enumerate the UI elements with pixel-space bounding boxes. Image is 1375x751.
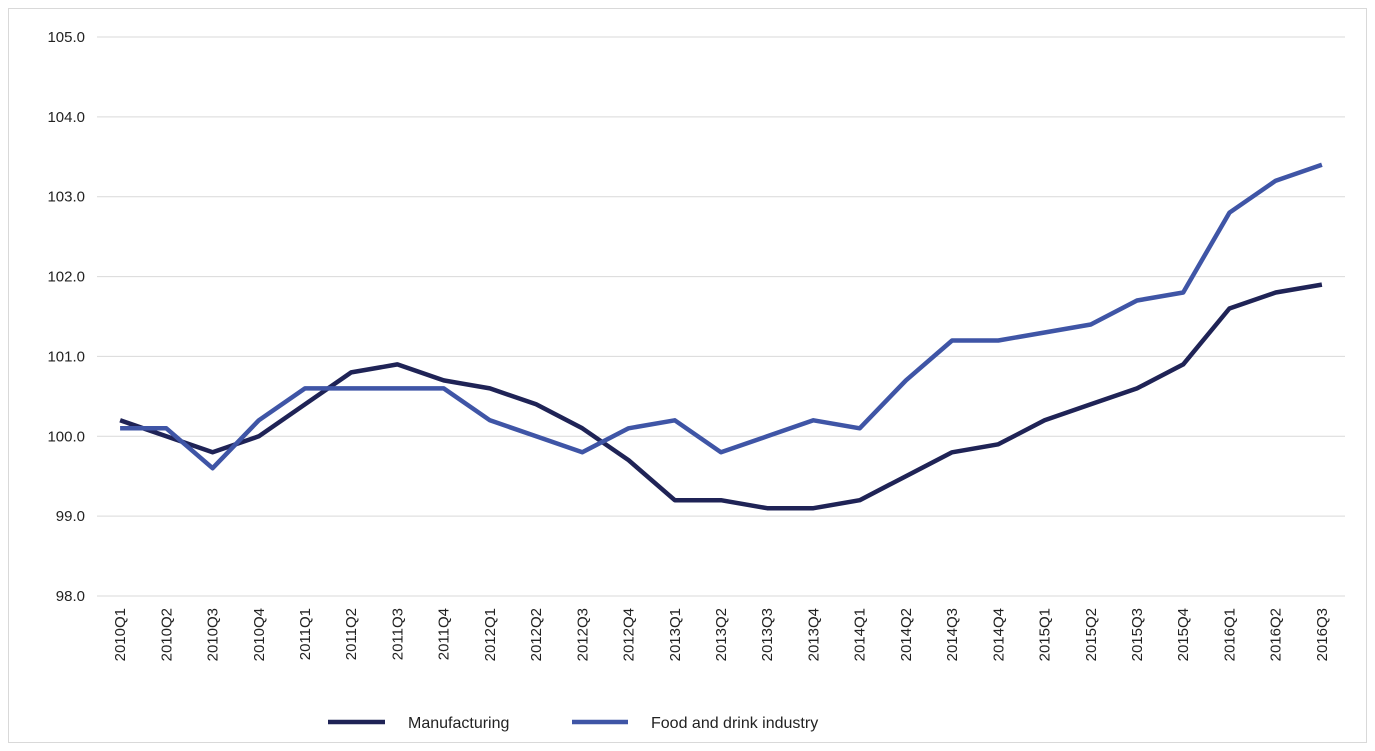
y-tick-label: 105.0: [47, 29, 85, 46]
x-tick-label: 2016Q2: [1268, 608, 1285, 661]
y-tick-label: 98.0: [56, 588, 85, 605]
x-tick-label: 2012Q4: [621, 608, 638, 661]
y-tick-label: 99.0: [56, 508, 85, 525]
x-tick-label: 2011Q2: [343, 608, 360, 660]
x-tick-label: 2014Q1: [852, 608, 869, 661]
y-tick-label: 102.0: [47, 269, 85, 286]
x-tick-label: 2013Q3: [759, 608, 776, 661]
legend-label-0: Manufacturing: [408, 715, 509, 732]
x-tick-label: 2015Q1: [1037, 608, 1054, 661]
series-line-0: [119, 282, 1323, 511]
y-axis-ticks: 98.0 99.0 100.0 101.0 102.0 103.0 104.0 105.0: [47, 29, 85, 605]
x-tick-label: 2010Q4: [251, 608, 268, 661]
x-tick-label: 2010Q1: [112, 608, 129, 661]
x-tick-label: 2012Q1: [482, 608, 499, 661]
x-tick-label: 2010Q2: [158, 608, 175, 661]
x-axis-ticks: 2010Q1 2010Q2 2010Q3 2010Q4 2011Q1 2011Q2 2011…: [112, 608, 1331, 661]
y-tick-label: 104.0: [47, 109, 85, 126]
x-tick-label: 2015Q4: [1175, 608, 1192, 661]
x-tick-label: 2012Q2: [528, 608, 545, 661]
x-tick-label: 2011Q1: [297, 608, 314, 660]
x-tick-label: 2011Q3: [389, 608, 406, 660]
x-tick-label: 2013Q4: [805, 608, 822, 661]
chart-frame: [8, 8, 1367, 743]
x-tick-label: 2016Q3: [1314, 608, 1331, 661]
y-tick-label: 103.0: [47, 189, 85, 206]
x-tick-label: 2013Q1: [667, 608, 684, 661]
x-tick-label: 2010Q3: [205, 608, 222, 661]
legend: Manufacturing Food and drink industry: [328, 715, 818, 732]
x-tick-label: 2014Q2: [898, 608, 915, 661]
legend-label-1: Food and drink industry: [651, 715, 818, 732]
x-tick-label: 2014Q3: [944, 608, 961, 661]
x-tick-label: 2016Q1: [1221, 608, 1238, 661]
x-tick-label: 2015Q2: [1083, 608, 1100, 661]
x-tick-label: 2012Q3: [574, 608, 591, 661]
x-tick-label: 2015Q3: [1129, 608, 1146, 661]
series-line-1: [120, 162, 1323, 471]
x-tick-label: 2014Q4: [990, 608, 1007, 661]
gridlines: [97, 36, 1345, 597]
x-tick-label: 2011Q4: [436, 608, 453, 660]
series-lines: [119, 162, 1323, 511]
y-tick-label: 101.0: [47, 348, 85, 365]
x-tick-label: 2013Q2: [713, 608, 730, 661]
y-tick-label: 100.0: [47, 428, 85, 445]
